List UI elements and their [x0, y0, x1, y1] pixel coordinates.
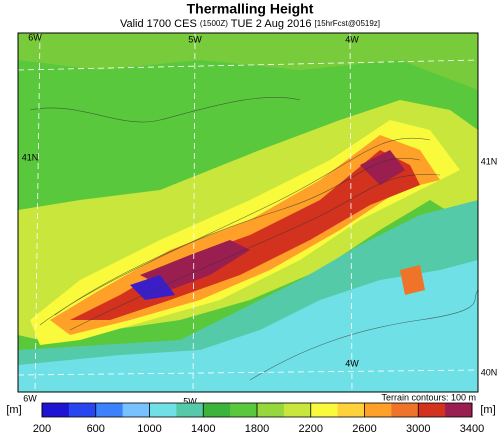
- colorbar-bin: [230, 403, 258, 417]
- colorbar: 200 600 1000 1400 1800 2200 2600 3000 3400: [33, 402, 484, 435]
- colorbar-bin: [176, 403, 204, 417]
- colorbar-tick-label: 3400: [460, 423, 484, 435]
- colorbar-tick-label: 2600: [352, 423, 376, 435]
- colorbar-bin: [310, 403, 339, 417]
- lon-label: 6W: [28, 32, 42, 42]
- lat-label: 41N: [481, 156, 498, 166]
- colorbar-tick-label: 1400: [191, 423, 215, 435]
- subtitle-part: Valid 1700 CES: [120, 18, 197, 30]
- colorbar-bin: [418, 403, 446, 417]
- title: Thermalling Height: [187, 1, 314, 17]
- colorbar-bin: [337, 403, 365, 417]
- subtitle-part: [15hrFcst@0519z]: [315, 19, 380, 28]
- lat-label: 40N: [481, 367, 498, 377]
- lat-label: 41N: [22, 152, 39, 162]
- colorbar-tick-label: 1800: [245, 423, 269, 435]
- colorbar-tick-label: 200: [33, 423, 51, 435]
- colorbar-bin: [95, 403, 124, 417]
- colorbar-bin: [445, 403, 473, 417]
- colorbar-tick-label: 3000: [406, 423, 430, 435]
- unit-label: [m]: [6, 404, 21, 416]
- contour-note: Terrain contours: 100 m: [381, 392, 476, 402]
- subtitle: Valid 1700 CES (1500Z) TUE 2 Aug 2016 [1…: [120, 18, 380, 30]
- subtitle-part: TUE 2 Aug 2016: [231, 18, 312, 30]
- colorbar-bin: [122, 403, 150, 417]
- unit-label: [m]: [480, 404, 495, 416]
- lon-label: 4W: [345, 358, 359, 368]
- colorbar-bin: [364, 403, 392, 417]
- colorbar-bin: [283, 403, 312, 417]
- colorbar-bin: [203, 403, 231, 417]
- subtitle-part: (1500Z): [200, 19, 228, 28]
- map-field: [17, 32, 479, 393]
- lon-label: 4W: [345, 34, 359, 44]
- lon-label: 6W: [23, 393, 37, 403]
- colorbar-tick-label: 2200: [299, 423, 323, 435]
- colorbar-tick-label: 600: [87, 423, 105, 435]
- colorbar-bin: [257, 403, 285, 417]
- lon-label: 5W: [188, 34, 202, 44]
- colorbar-bin: [149, 403, 177, 417]
- colorbar-bin: [42, 403, 70, 417]
- colorbar-bin: [68, 403, 97, 417]
- lon-label: 5W: [183, 396, 197, 406]
- colorbar-bin: [391, 403, 419, 417]
- colorbar-tick-label: 1000: [137, 423, 161, 435]
